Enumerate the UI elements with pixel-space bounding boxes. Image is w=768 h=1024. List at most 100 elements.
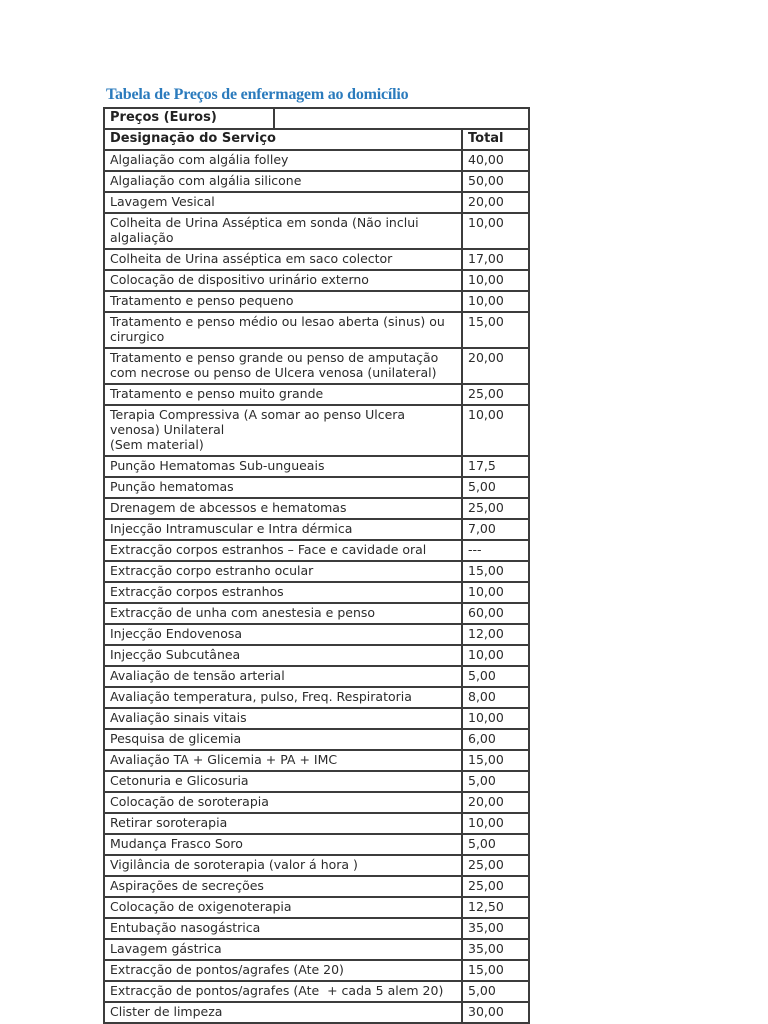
service-total-cell: 8,00 (461, 686, 530, 709)
service-total-cell: 30,00 (461, 1001, 530, 1024)
table-row: Extracção de pontos/agrafes (Ate 20) 15,0… (103, 959, 530, 982)
service-name-cell: Tratamento e penso muito grande (103, 383, 463, 406)
service-name-cell: Colocação de dispositivo urinário extern… (103, 269, 463, 292)
service-total-cell: 20,00 (461, 191, 530, 214)
service-total-cell: 25,00 (461, 854, 530, 877)
service-total-cell: 15,00 (461, 560, 530, 583)
service-total-cell: 25,00 (461, 383, 530, 406)
table-row: Aspirações de secreções 25,00 (103, 875, 530, 898)
service-total-cell: 35,00 (461, 917, 530, 940)
service-total-cell: 12,00 (461, 623, 530, 646)
service-total-cell: 20,00 (461, 791, 530, 814)
table-row: Injecção Subcutânea 10,00 (103, 644, 530, 667)
column-header-total: Total (461, 128, 530, 151)
table-row: Extracção corpos estranhos – Face e cavi… (103, 539, 530, 562)
table-row: Colocação de dispositivo urinário extern… (103, 269, 530, 292)
table-row: Colocação de oxigenoterapia 12,50 (103, 896, 530, 919)
table-row: Avaliação TA + Glicemia + PA + IMC 15,00 (103, 749, 530, 772)
table-row: Tratamento e penso grande ou penso de am… (103, 347, 530, 385)
service-name-cell: Colocação de soroterapia (103, 791, 463, 814)
table-row: Colocação de soroterapia 20,00 (103, 791, 530, 814)
service-total-cell: 60,00 (461, 602, 530, 625)
service-total-cell: 5,00 (461, 833, 530, 856)
table-row: Lavagem gástrica 35,00 (103, 938, 530, 961)
page-title: Tabela de Preços de enfermagem ao domicí… (106, 86, 409, 103)
top-header-label: Preços (Euros) (103, 107, 275, 130)
table-row: Extracção de pontos/agrafes (Ate + cada … (103, 980, 530, 1003)
service-total-cell: 25,00 (461, 497, 530, 520)
service-name-cell: Colocação de oxigenoterapia (103, 896, 463, 919)
table-row: Pesquisa de glicemia 6,00 (103, 728, 530, 751)
service-name-cell: Lavagem gástrica (103, 938, 463, 961)
column-header-service: Designação do Serviço (103, 128, 463, 151)
service-name-cell: Extracção corpos estranhos – Face e cavi… (103, 539, 463, 562)
service-name-cell: Extracção de pontos/agrafes (Ate + cada … (103, 980, 463, 1003)
price-table: Preços (Euros) Designação do Serviço Tot… (103, 107, 530, 1024)
table-row: Mudança Frasco Soro 5,00 (103, 833, 530, 856)
table-row: Avaliação temperatura, pulso, Freq. Resp… (103, 686, 530, 709)
table-row: Lavagem Vesical 20,00 (103, 191, 530, 214)
column-header-row: Designação do Serviço Total (103, 128, 530, 151)
service-total-cell: 5,00 (461, 770, 530, 793)
service-total-cell: 15,00 (461, 959, 530, 982)
table-row: Cetonuria e Glicosuria 5,00 (103, 770, 530, 793)
service-name-cell: Avaliação temperatura, pulso, Freq. Resp… (103, 686, 463, 709)
service-total-cell: 10,00 (461, 212, 530, 250)
top-header-empty-cell (273, 107, 530, 130)
service-total-cell: 10,00 (461, 707, 530, 730)
service-name-cell: Tratamento e penso pequeno (103, 290, 463, 313)
service-name-cell: Extracção corpos estranhos (103, 581, 463, 604)
service-name-cell: Algaliação com algália folley (103, 149, 463, 172)
table-row: Extracção corpo estranho ocular 15,00 (103, 560, 530, 583)
table-row: Extracção corpos estranhos 10,00 (103, 581, 530, 604)
table-row: Retirar soroterapia 10,00 (103, 812, 530, 835)
table-row: Entubação nasogástrica 35,00 (103, 917, 530, 940)
service-name-cell: Tratamento e penso grande ou penso de am… (103, 347, 463, 385)
service-name-cell: Mudança Frasco Soro (103, 833, 463, 856)
document-content: Tabela de Preços de enfermagem ao domicí… (103, 86, 530, 1024)
service-name-cell: Colheita de Urina Asséptica em sonda (Nã… (103, 212, 463, 250)
service-name-cell: Extracção de unha com anestesia e penso (103, 602, 463, 625)
price-table-header: Preços (Euros) Designação do Serviço Tot… (103, 107, 530, 151)
service-name-cell: Lavagem Vesical (103, 191, 463, 214)
service-name-cell: Avaliação TA + Glicemia + PA + IMC (103, 749, 463, 772)
price-table-body: Algaliação com algália folley 40,00 Algali… (103, 149, 530, 1024)
table-row: Tratamento e penso muito grande 25,00 (103, 383, 530, 406)
table-row: Injecção Endovenosa 12,00 (103, 623, 530, 646)
service-name-cell: Entubação nasogástrica (103, 917, 463, 940)
service-name-cell: Clister de limpeza (103, 1001, 463, 1024)
table-row: Avaliação de tensão arterial 5,00 (103, 665, 530, 688)
table-row: Punção hematomas 5,00 (103, 476, 530, 499)
service-total-cell: 17,5 (461, 455, 530, 478)
table-row: Colheita de Urina Asséptica em sonda (Nã… (103, 212, 530, 250)
service-total-cell: 10,00 (461, 404, 530, 457)
service-name-cell: Terapia Compressiva (A somar ao penso Ul… (103, 404, 463, 457)
table-row: Tratamento e penso pequeno 10,00 (103, 290, 530, 313)
service-name-cell: Drenagem de abcessos e hematomas (103, 497, 463, 520)
table-row: Colheita de Urina asséptica em saco cole… (103, 248, 530, 271)
service-name-cell: Extracção de pontos/agrafes (Ate 20) (103, 959, 463, 982)
service-name-cell: Vigilância de soroterapia (valor á hora … (103, 854, 463, 877)
service-total-cell: 10,00 (461, 812, 530, 835)
service-name-cell: Tratamento e penso médio ou lesao aberta… (103, 311, 463, 349)
service-total-cell: 10,00 (461, 644, 530, 667)
service-name-cell: Injecção Intramuscular e Intra dérmica (103, 518, 463, 541)
service-total-cell: 5,00 (461, 665, 530, 688)
service-name-cell: Aspirações de secreções (103, 875, 463, 898)
table-row: Tratamento e penso médio ou lesao aberta… (103, 311, 530, 349)
service-name-cell: Punção Hematomas Sub-ungueais (103, 455, 463, 478)
service-total-cell: 50,00 (461, 170, 530, 193)
table-row: Drenagem de abcessos e hematomas 25,00 (103, 497, 530, 520)
service-total-cell: 5,00 (461, 980, 530, 1003)
top-header-row: Preços (Euros) (103, 107, 530, 130)
service-total-cell: --- (461, 539, 530, 562)
service-total-cell: 40,00 (461, 149, 530, 172)
service-name-cell: Colheita de Urina asséptica em saco cole… (103, 248, 463, 271)
service-name-cell: Avaliação de tensão arterial (103, 665, 463, 688)
service-name-cell: Punção hematomas (103, 476, 463, 499)
service-name-cell: Injecção Endovenosa (103, 623, 463, 646)
table-row: Terapia Compressiva (A somar ao penso Ul… (103, 404, 530, 457)
service-name-cell: Extracção corpo estranho ocular (103, 560, 463, 583)
service-total-cell: 5,00 (461, 476, 530, 499)
service-name-cell: Avaliação sinais vitais (103, 707, 463, 730)
